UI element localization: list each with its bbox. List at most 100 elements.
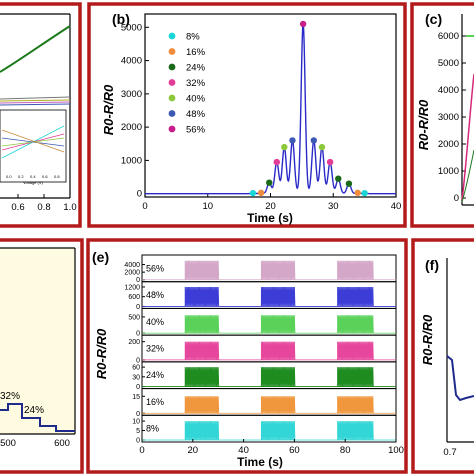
panel-b-ytick-label: 3000 <box>121 89 142 100</box>
panel-e-ytick-label: 0 <box>136 304 140 311</box>
panel-e-strip-label: 40% <box>146 317 164 327</box>
panel-c-curve <box>461 73 474 201</box>
panel-d-level-label: 24% <box>24 405 44 416</box>
panel-b-legend-label: 56% <box>186 125 206 136</box>
panel-b-label: (b) <box>112 11 130 27</box>
panel-a-inset-line <box>1 137 65 147</box>
panel-b-legend-label: 48% <box>186 109 206 120</box>
panel-e-burst <box>260 341 296 360</box>
panel-f-curve <box>446 355 474 402</box>
panel-e-strip-label: 8% <box>146 424 159 434</box>
panel-b-peak-marker <box>299 20 307 28</box>
panel-b-plot <box>145 20 396 197</box>
panel-e-strip-label: 24% <box>146 370 164 380</box>
panel-e-xtick-label: 80 <box>340 445 351 456</box>
panel-b-legend-marker <box>168 32 176 40</box>
panel-e-xlabel: Time (s) <box>237 455 283 469</box>
panel-c-curve <box>461 149 474 203</box>
panel-b-legend-marker <box>168 125 176 133</box>
panel-a-inset-tick: 0.4 <box>30 174 36 179</box>
panel-d-frame <box>0 238 84 474</box>
panel-e-ytick-label: 0 <box>136 357 140 364</box>
panel-b-peak-marker <box>354 189 361 197</box>
panel-e-ytick-label: 0 <box>136 277 140 284</box>
panel-e-ytick-label: 200 <box>128 339 140 346</box>
panel-e-burst <box>184 341 220 360</box>
panel-e-strip-label: 48% <box>146 290 164 300</box>
panel-e-burst <box>337 260 374 280</box>
panel-b-xtick-label: 40 <box>391 201 402 212</box>
panel-e-ytick-label: 5 <box>136 428 140 435</box>
panel-c-ytick-label: 5000 <box>438 58 459 69</box>
panel-b-frame <box>87 2 407 228</box>
panel-c-ytick-label: 1000 <box>438 166 459 177</box>
panel-b-peak-marker <box>249 189 257 197</box>
panel-f: (f) R0-R/R0 0.7 <box>411 238 474 474</box>
panel-b-peak-marker <box>318 143 326 151</box>
panel-a-frame <box>0 2 82 228</box>
panel-b-ytick-label: 0 <box>137 189 142 200</box>
panel-e-strip-frame <box>141 414 397 443</box>
panel-f-ylabel: R0-R/R0 <box>420 314 435 365</box>
panel-c-ytick-label: 2000 <box>438 139 459 150</box>
panel-e-strip-label: 32% <box>146 344 164 354</box>
panel-b-peak-marker <box>345 180 353 187</box>
panel-e-burst <box>260 367 296 387</box>
panel-b-legend-marker <box>168 63 176 71</box>
panel-e-burst <box>184 286 220 307</box>
panel-f-frame <box>411 238 474 474</box>
panel-b-series-line <box>145 23 396 195</box>
panel-e-burst <box>337 396 374 414</box>
panel-e-plot: 40002000056%1200600048%500040%200032%603… <box>124 254 404 456</box>
panel-a-curve <box>0 101 71 104</box>
panel-b-ytick-label: 4000 <box>121 56 142 67</box>
panel-b-peak-marker <box>273 158 280 166</box>
panel-b-xlabel: Time (s) <box>247 211 293 225</box>
panel-e-ytick-label: 2000 <box>124 270 140 277</box>
panel-b-peak-marker <box>361 189 368 197</box>
panel-e-ytick-label: 0 <box>136 384 140 391</box>
panel-b-legend-label: 16% <box>186 47 206 58</box>
panel-c-ytick-label: 4000 <box>438 85 459 96</box>
panel-d-step-curve <box>0 403 75 432</box>
panel-d-xtick-label: 500 <box>0 438 16 449</box>
panel-e-ytick-label: 0 <box>136 331 140 338</box>
panel-d-level-label: 32% <box>0 391 20 402</box>
panel-e-ytick-label: 0 <box>136 438 140 445</box>
panel-b-legend-label: 40% <box>186 94 206 105</box>
panel-a-xtick-label: 0.6 <box>11 202 24 213</box>
panel-b-peak-marker <box>335 175 342 182</box>
panel-d-xtick-label: 600 <box>54 438 70 449</box>
panel-e-burst <box>337 315 374 334</box>
panel-e-xtick-label: 20 <box>188 445 199 456</box>
panel-a-inset-tick: 0.2 <box>18 174 24 179</box>
panel-a-xtick-label: 1.0 <box>63 202 76 213</box>
panel-b-legend-marker <box>168 48 176 55</box>
panel-c-ytick-label: 0 <box>454 193 459 204</box>
panel-c-label: (c) <box>425 11 442 27</box>
panel-b-axes: 0 10 20 30 40 0 1000 2000 3000 4000 5000 <box>121 13 402 212</box>
panel-e-burst <box>184 315 220 334</box>
panel-e-strip-label: 56% <box>146 263 164 273</box>
panel-b-legend-label: 8% <box>186 32 200 43</box>
panel-b-xtick-label: 0 <box>142 201 147 212</box>
panel-e-ytick-label: 30 <box>132 374 140 381</box>
panel-a-inset-xlabel: Voltage (V) <box>23 180 43 185</box>
panel-a-inset-tick: 0.6 <box>42 174 48 179</box>
panel-e-ytick-label: 60 <box>132 365 140 372</box>
panel-b-xtick-label: 20 <box>265 201 276 212</box>
panel-e-burst <box>337 341 374 360</box>
panel-b-legend-marker <box>168 94 176 102</box>
panel-e-ytick-label: 10 <box>132 419 140 426</box>
panel-b-ytick-label: 2000 <box>121 122 142 133</box>
panel-a-green-curve <box>0 25 71 73</box>
panel-e-strip-label: 16% <box>146 397 164 407</box>
panel-a-inset <box>0 109 67 183</box>
panel-e-burst <box>260 260 296 280</box>
panel-e: (e) R0-R/R0 Time (s) 40002000056%1200600… <box>86 238 408 474</box>
panel-e-burst <box>184 260 220 280</box>
panel-e-ytick-label: 500 <box>128 314 140 321</box>
panel-b-legend-label: 32% <box>186 78 206 89</box>
panel-f-xtick-label: 0.7 <box>443 447 456 458</box>
